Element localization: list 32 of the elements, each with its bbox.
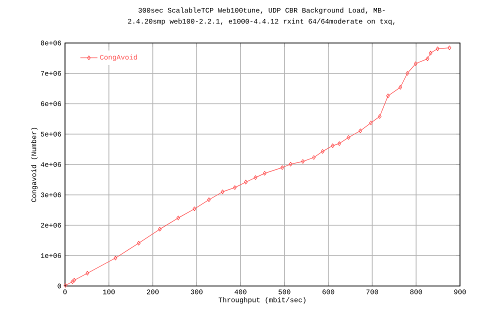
point <box>428 50 432 56</box>
point <box>176 216 180 220</box>
point <box>346 135 350 140</box>
point <box>207 197 211 202</box>
point <box>338 141 342 146</box>
point <box>136 240 141 246</box>
point <box>406 71 410 76</box>
point <box>72 278 76 283</box>
point <box>114 256 118 260</box>
point <box>378 114 382 119</box>
point <box>262 171 266 176</box>
point <box>254 175 258 180</box>
point <box>192 206 196 212</box>
point <box>386 94 390 98</box>
point <box>369 120 373 126</box>
point <box>312 155 316 160</box>
point <box>320 149 324 154</box>
point <box>70 279 74 284</box>
point <box>244 180 248 184</box>
point <box>233 185 237 190</box>
point <box>220 190 224 194</box>
point <box>436 46 440 52</box>
point <box>158 226 162 232</box>
point <box>414 61 418 66</box>
point <box>330 143 335 148</box>
point <box>426 56 430 62</box>
point <box>86 270 90 276</box>
point <box>358 128 362 134</box>
point <box>288 162 292 166</box>
point <box>301 159 305 164</box>
point <box>398 85 402 90</box>
point <box>280 165 284 170</box>
